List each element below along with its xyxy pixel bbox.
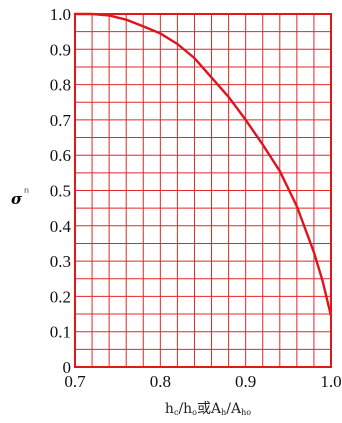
x-label-part: /h	[178, 401, 192, 417]
x-tick-label: 1.0	[320, 372, 341, 391]
x-label-part: h	[165, 401, 174, 417]
y-tick-label: 0.6	[50, 146, 71, 165]
x-label-part: 或A	[197, 401, 222, 417]
x-label-part: c	[174, 408, 179, 417]
plot-frame	[74, 13, 332, 368]
y-tick-label: 0.7	[50, 111, 72, 130]
y-tick-label: 0.5	[50, 182, 71, 201]
x-axis-label: hc/ho或Ah/Aho	[165, 401, 251, 417]
x-label-part: /A	[226, 401, 242, 417]
y-tick-label: 0.8	[50, 76, 71, 95]
y-tick-label: 0.1	[50, 323, 71, 342]
y-tick-label: 0.4	[50, 217, 72, 236]
x-tick-label: 0.8	[150, 372, 171, 391]
y-axis-label-subscript: n	[24, 186, 29, 195]
y-axis-label: σ	[11, 190, 23, 208]
y-tick-label: 0.2	[50, 287, 71, 306]
x-label-part: ho	[241, 408, 251, 417]
x-tick-label: 0.7	[64, 372, 86, 391]
y-tick-label: 0.9	[50, 40, 71, 59]
y-tick-label: 0	[63, 358, 72, 377]
x-tick-label: 0.9	[235, 372, 256, 391]
y-tick-label: 0.3	[50, 252, 71, 271]
y-axis-ticks: 0 0.1 0.2 0.3 0.4 0.5 0.6 0.7 0.8 0.9 1.0	[50, 5, 72, 377]
x-axis-ticks: 0.7 0.8 0.9 1.0	[64, 372, 341, 391]
x-label-part: o	[192, 408, 197, 417]
series-line	[73, 12, 333, 318]
x-label-part: h	[221, 408, 226, 417]
y-tick-label: 1.0	[50, 5, 71, 24]
grid	[75, 14, 331, 367]
